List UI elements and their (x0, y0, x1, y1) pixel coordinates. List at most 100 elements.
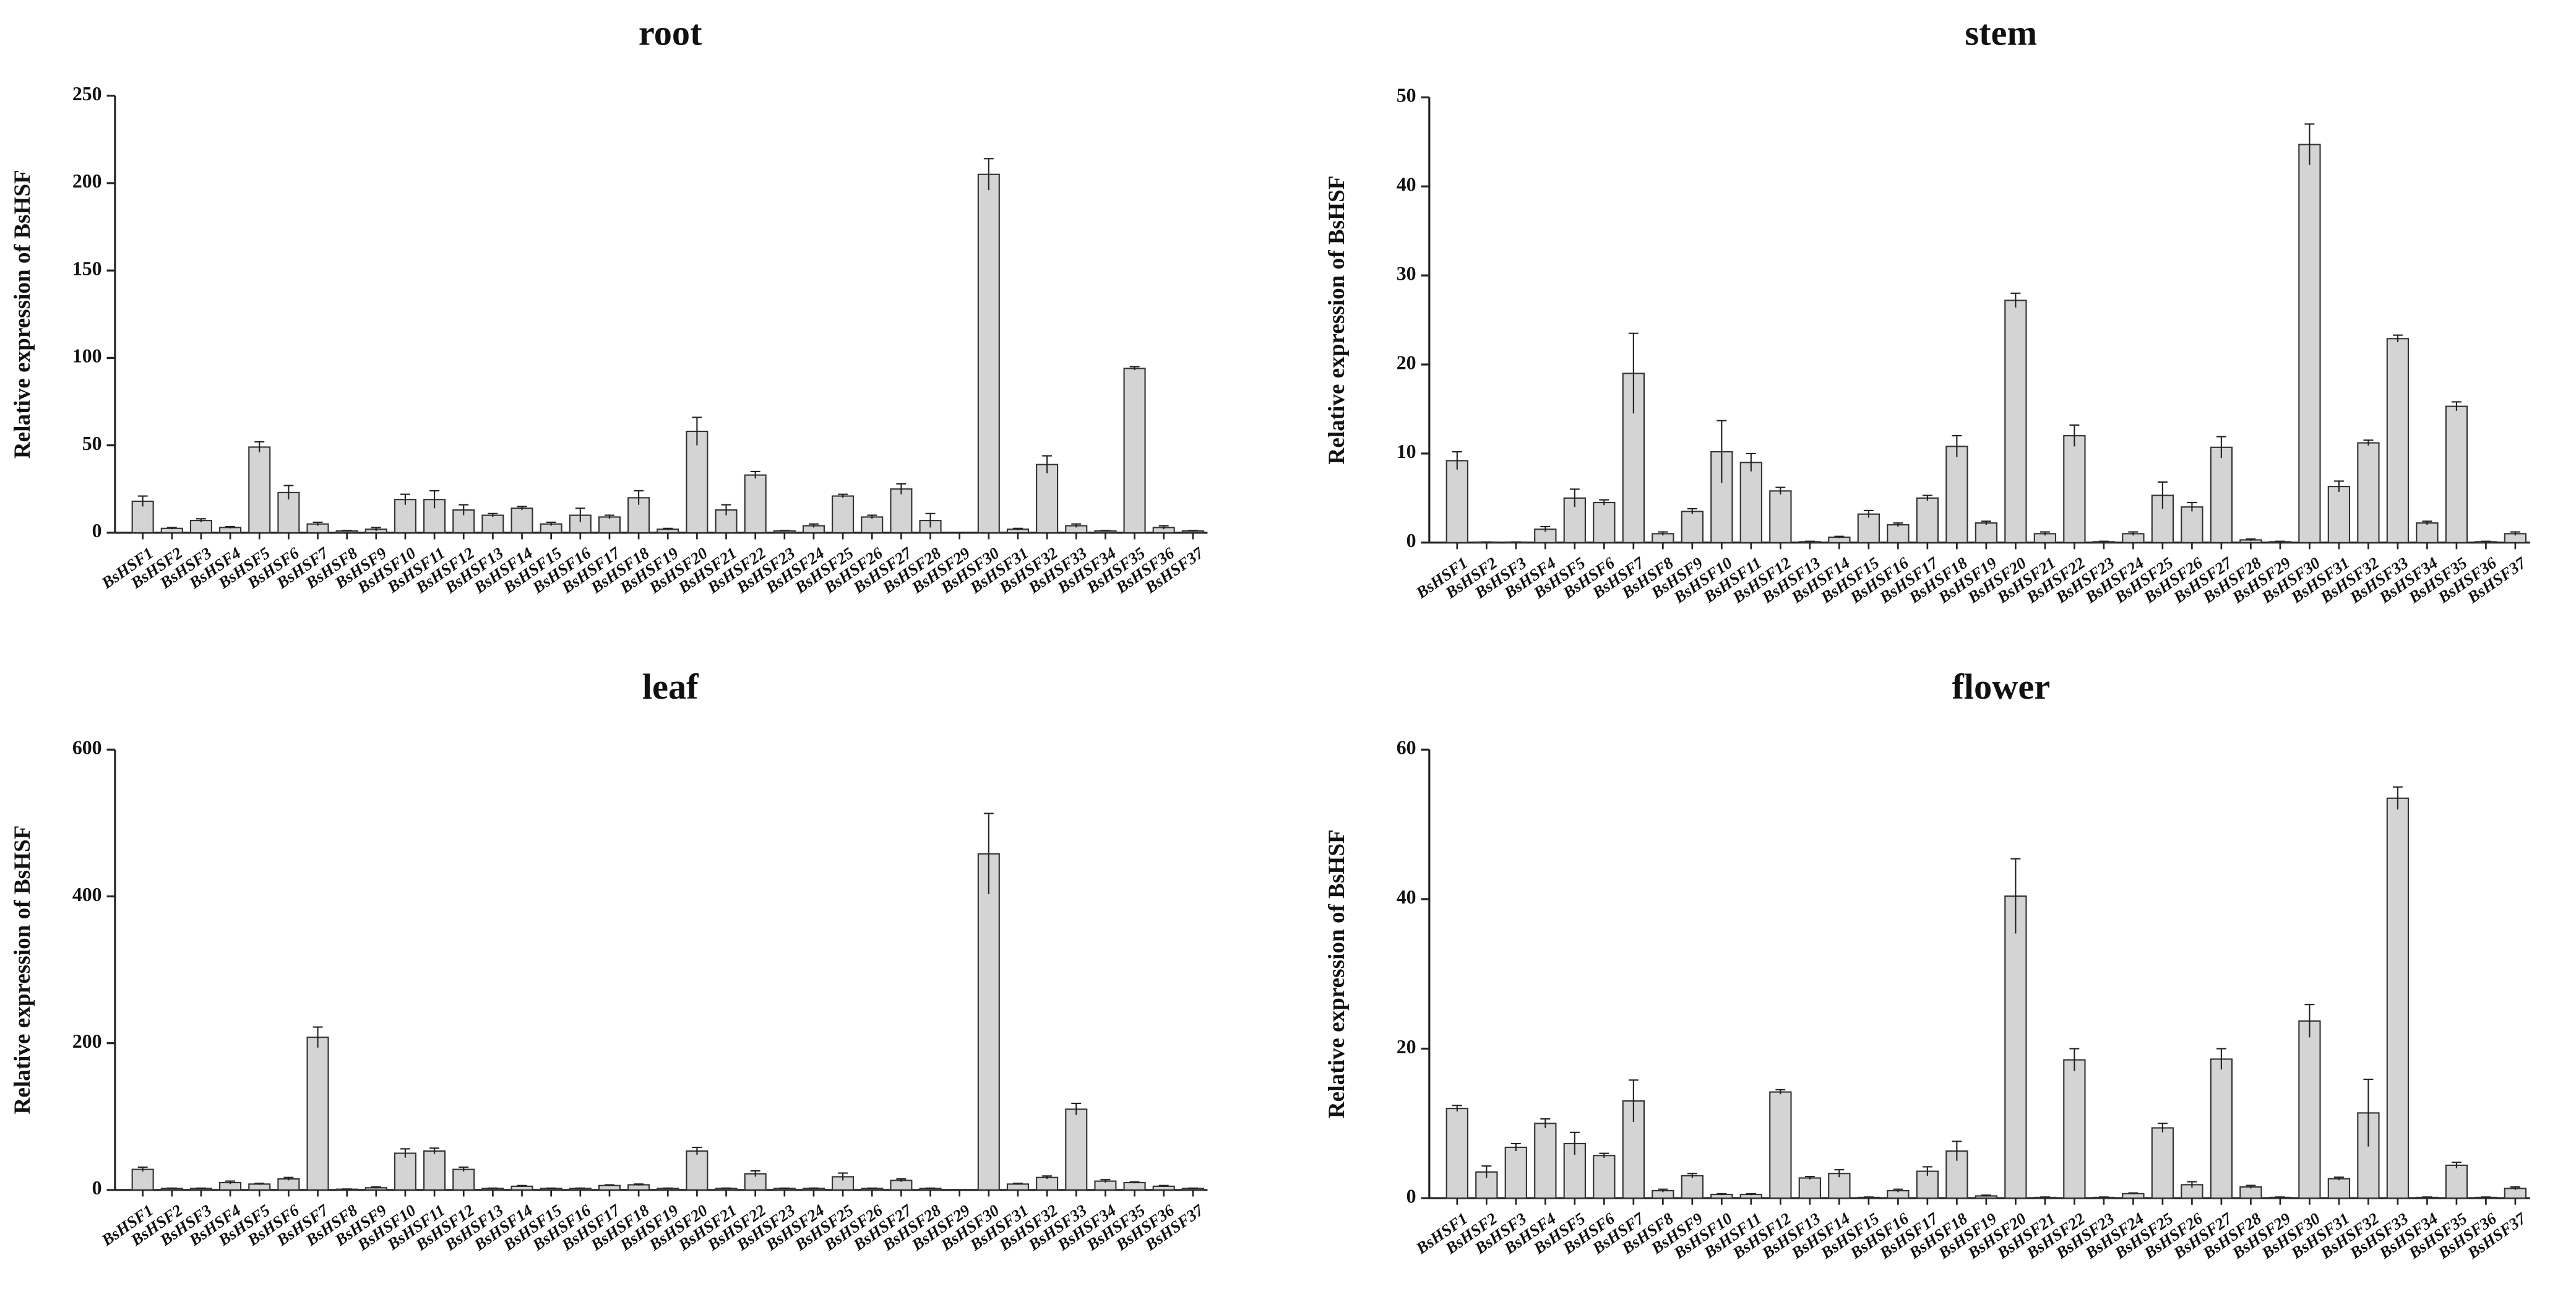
bar (1739, 462, 1763, 543)
error-bar (2392, 334, 2403, 343)
bar (2004, 300, 2027, 543)
error-bar (1481, 1165, 1492, 1178)
panel: flower Relative expression of BsHSF 0 20 40 6… (1324, 666, 2530, 1262)
bar (1769, 1091, 1792, 1199)
bar (2445, 405, 2468, 543)
y-tick-label: 0 (1406, 530, 1416, 551)
error-bar (2275, 540, 2285, 543)
error-bar (1540, 525, 1551, 532)
error-bar (137, 495, 148, 507)
error-bar (2304, 1004, 2315, 1038)
error-bar (692, 416, 702, 446)
error-bar (2510, 531, 2520, 536)
bar (2445, 1164, 2468, 1199)
error-bar (283, 1176, 294, 1181)
error-bar (779, 1187, 790, 1189)
error-bar (1834, 535, 1845, 538)
error-bar (2304, 123, 2315, 165)
error-bar (1658, 531, 1668, 536)
error-bar (1952, 1141, 1962, 1161)
error-bar (1042, 1175, 1053, 1180)
error-bar (2363, 1078, 2374, 1147)
y-axis-label: Relative expression of BsHSF (1324, 829, 1350, 1118)
error-bar (838, 1172, 848, 1181)
bar (1123, 1181, 1146, 1191)
error-bar (1775, 1089, 1786, 1095)
bar (1681, 1175, 1704, 1199)
error-bar (925, 512, 936, 528)
bar (481, 514, 504, 533)
error-bar (1599, 499, 1609, 506)
error-bar (2010, 292, 2021, 308)
error-bar (2216, 436, 2226, 459)
bar (1887, 524, 1910, 543)
bar (1945, 446, 1968, 543)
bar (2298, 1020, 2321, 1199)
error-bar (983, 158, 994, 191)
bar (2210, 1058, 2233, 1199)
bar (686, 1150, 709, 1191)
error-bar (1510, 541, 1521, 543)
bar (2151, 1127, 2174, 1199)
bar (1710, 451, 1733, 543)
y-tick-label: 0 (92, 520, 102, 541)
bar (686, 430, 709, 533)
bar (1036, 464, 1059, 533)
error-bar (2246, 538, 2256, 541)
bar (2327, 486, 2351, 543)
y-axis-label: Relative expression of BsHSF (1324, 176, 1350, 465)
bar (1857, 513, 1880, 543)
panel: stem Relative expression of BsHSF 0 10 20 30 4… (1324, 12, 2530, 607)
error-bar (604, 514, 614, 519)
error-bar (604, 1184, 614, 1186)
bar (248, 446, 271, 533)
error-bar (517, 1184, 527, 1188)
bar (423, 1150, 446, 1191)
error-bar (283, 485, 294, 500)
error-bar (1100, 1179, 1111, 1183)
error-bar (1481, 541, 1492, 543)
error-bar (166, 527, 177, 530)
bar (510, 507, 533, 533)
error-bar (459, 1167, 469, 1172)
error-bar (809, 523, 819, 528)
bar (2357, 442, 2380, 543)
error-bar (1071, 523, 1082, 528)
error-bar (2333, 1176, 2344, 1181)
error-bar (1717, 1193, 1727, 1196)
bar (1681, 511, 1704, 543)
error-bar (400, 493, 410, 505)
error-bar (225, 1180, 236, 1184)
error-bar (1863, 509, 1874, 518)
panel: root Relative expression of BsHSF 0 50 100 15… (10, 12, 1208, 597)
error-bar (371, 1186, 381, 1189)
bar (1916, 497, 1939, 543)
y-tick-label: 20 (1397, 352, 1416, 373)
error-bar (2128, 1192, 2139, 1195)
bar (2004, 895, 2027, 1199)
error-bar (2128, 531, 2139, 536)
error-bar (2451, 401, 2462, 411)
y-tick-label: 40 (1397, 174, 1416, 196)
error-bar (2510, 1186, 2520, 1190)
error-bar (1804, 540, 1815, 543)
y-tick-label: 400 (72, 884, 102, 905)
bar (2210, 446, 2233, 543)
error-bar (1922, 494, 1932, 501)
error-bar (634, 490, 644, 505)
bar (2239, 1186, 2262, 1199)
bar (977, 173, 1000, 533)
bar (2386, 338, 2410, 543)
error-bar (1687, 1173, 1697, 1178)
error-bar (1599, 1152, 1609, 1158)
error-bar (779, 530, 790, 532)
error-bar (1158, 525, 1169, 530)
error-bar (1952, 435, 1962, 457)
error-bar (2216, 1048, 2226, 1070)
error-bar (1013, 527, 1023, 530)
bar (977, 853, 1000, 1191)
error-bar (634, 1183, 644, 1186)
y-tick-label: 10 (1397, 441, 1416, 462)
error-bar (1834, 1169, 1845, 1178)
bar (248, 1183, 271, 1191)
